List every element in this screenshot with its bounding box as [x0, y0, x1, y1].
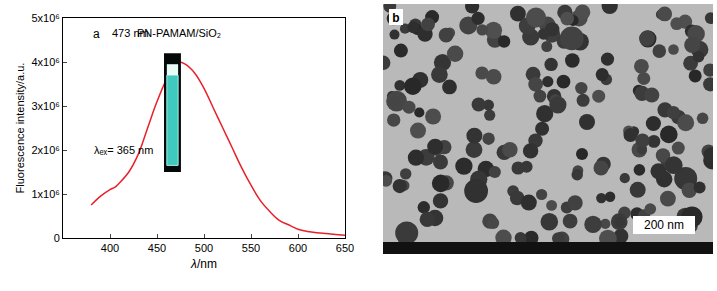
svg-text:5x10⁶: 5x10⁶ [31, 12, 59, 24]
svg-text:500: 500 [195, 242, 213, 254]
svg-text:a: a [93, 27, 100, 41]
svg-text:650: 650 [336, 242, 354, 254]
svg-text:3x10⁶: 3x10⁶ [31, 100, 59, 112]
svg-text:b: b [392, 11, 399, 25]
svg-text:1x10⁶: 1x10⁶ [31, 188, 59, 200]
svg-text:PN-PAMAM/SiO₂: PN-PAMAM/SiO₂ [137, 27, 221, 39]
svg-text:4x10⁶: 4x10⁶ [31, 56, 59, 68]
svg-text:0: 0 [54, 232, 60, 244]
svg-text:λ/nm: λ/nm [190, 257, 217, 271]
svg-text:2x10⁶: 2x10⁶ [31, 144, 59, 156]
svg-text:550: 550 [242, 242, 260, 254]
svg-text:200 nm: 200 nm [644, 218, 684, 232]
svg-text:473 nm: 473 nm [112, 27, 149, 39]
svg-text:λₑₓ= 365 nm: λₑₓ= 365 nm [94, 144, 153, 156]
svg-text:Fluorescence intensity/a.u.: Fluorescence intensity/a.u. [14, 63, 26, 194]
svg-text:400: 400 [101, 242, 119, 254]
svg-text:450: 450 [148, 242, 166, 254]
svg-text:600: 600 [289, 242, 307, 254]
